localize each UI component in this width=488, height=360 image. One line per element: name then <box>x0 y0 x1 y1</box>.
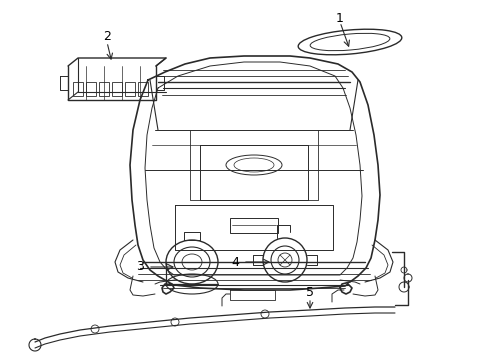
Bar <box>125 82 135 96</box>
Bar <box>112 82 122 96</box>
Bar <box>99 82 109 96</box>
Text: 3: 3 <box>136 261 143 274</box>
Text: 2: 2 <box>103 30 111 42</box>
Bar <box>138 82 148 96</box>
Bar <box>86 82 96 96</box>
Text: 4: 4 <box>231 256 239 269</box>
Bar <box>229 218 278 233</box>
Bar <box>73 82 83 96</box>
Text: 5: 5 <box>305 285 313 298</box>
Text: 1: 1 <box>335 12 343 24</box>
